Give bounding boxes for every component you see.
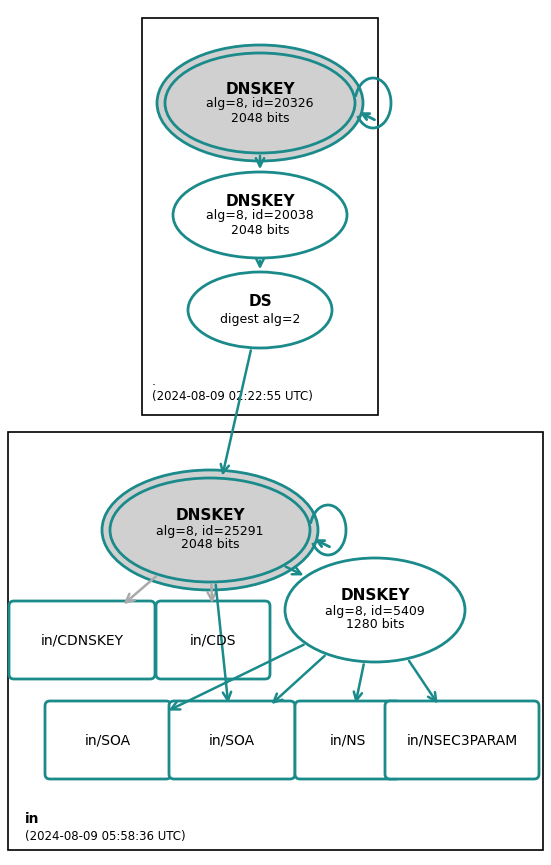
Text: in: in (25, 812, 40, 826)
Text: .: . (152, 375, 156, 388)
FancyBboxPatch shape (9, 601, 155, 679)
Ellipse shape (157, 45, 363, 161)
FancyBboxPatch shape (385, 701, 539, 779)
Text: DNSKEY: DNSKEY (340, 588, 410, 604)
Text: 2048 bits: 2048 bits (181, 539, 239, 552)
FancyBboxPatch shape (295, 701, 401, 779)
FancyBboxPatch shape (156, 601, 270, 679)
Text: (2024-08-09 05:58:36 UTC): (2024-08-09 05:58:36 UTC) (25, 830, 186, 843)
Bar (8, 432, 543, 850)
Text: in/NS: in/NS (330, 733, 366, 747)
Ellipse shape (165, 53, 355, 153)
Text: DNSKEY: DNSKEY (225, 81, 295, 97)
Text: digest alg=2: digest alg=2 (220, 312, 300, 325)
FancyBboxPatch shape (169, 701, 295, 779)
Ellipse shape (285, 558, 465, 662)
Ellipse shape (173, 172, 347, 258)
Text: in/SOA: in/SOA (209, 733, 255, 747)
Text: in/SOA: in/SOA (85, 733, 131, 747)
Text: 2048 bits: 2048 bits (231, 223, 289, 236)
Text: 2048 bits: 2048 bits (231, 112, 289, 125)
Text: DNSKEY: DNSKEY (225, 194, 295, 208)
Text: in/CDNSKEY: in/CDNSKEY (41, 633, 123, 647)
Bar (142, 18, 378, 415)
Text: DS: DS (248, 293, 272, 309)
Ellipse shape (110, 478, 310, 582)
Text: in/CDS: in/CDS (190, 633, 236, 647)
Text: DNSKEY: DNSKEY (175, 509, 245, 523)
FancyBboxPatch shape (45, 701, 171, 779)
Text: 1280 bits: 1280 bits (345, 618, 404, 631)
Text: (2024-08-09 02:22:55 UTC): (2024-08-09 02:22:55 UTC) (152, 390, 313, 403)
Ellipse shape (188, 272, 332, 348)
Text: alg=8, id=5409: alg=8, id=5409 (325, 605, 425, 618)
Text: alg=8, id=25291: alg=8, id=25291 (156, 524, 264, 537)
Text: alg=8, id=20326: alg=8, id=20326 (206, 98, 314, 111)
Text: alg=8, id=20038: alg=8, id=20038 (206, 209, 314, 222)
Ellipse shape (102, 470, 318, 590)
Text: in/NSEC3PARAM: in/NSEC3PARAM (407, 733, 517, 747)
